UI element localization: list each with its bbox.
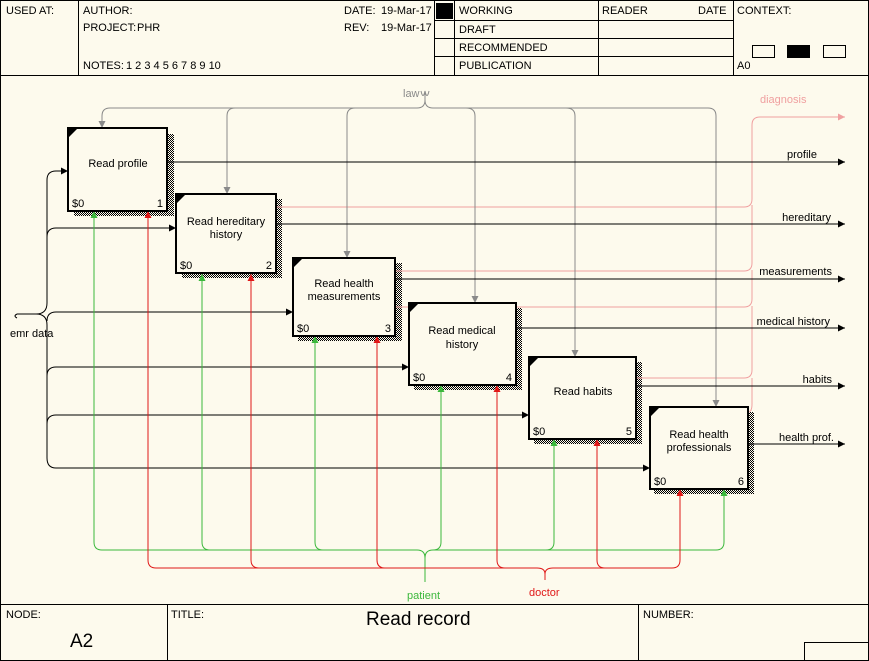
status-recommended: RECOMMENDED (459, 42, 548, 54)
box-6-title-line2: professionals (667, 442, 732, 454)
box-4-cost: $0 (413, 372, 425, 384)
status-publication: PUBLICATION (459, 60, 532, 72)
header-row-line (434, 38, 733, 39)
patient-arrows (90, 211, 728, 582)
header-divider (0, 75, 868, 76)
box-4-title-line1: Read medical (428, 325, 495, 337)
box-6-cost: $0 (654, 476, 666, 488)
number-label: NUMBER: (643, 609, 694, 621)
used-at-label: USED AT: (6, 5, 55, 17)
header-row-line (434, 20, 733, 21)
box-2-cost: $0 (180, 260, 192, 272)
rev-label: REV: (344, 22, 370, 34)
box-read-medical-history: Read medical history $0 4 (408, 302, 517, 386)
title-label: TITLE: (171, 609, 205, 621)
status-working: WORKING (459, 5, 513, 17)
box-1-cost: $0 (72, 198, 84, 210)
box-1-number: 1 (157, 198, 163, 210)
box-5-title: Read habits (554, 386, 613, 398)
law-arrows (98, 91, 720, 407)
project-label: PROJECT: (83, 22, 137, 34)
box-3-cost: $0 (297, 323, 309, 335)
law-label: law (403, 88, 420, 100)
box-4-title-line2: history (446, 339, 479, 351)
output-label-medical-history: medical history (757, 316, 831, 328)
input-label: emr data (10, 328, 54, 340)
diagram-title: Read record (366, 609, 471, 630)
box-2-title-line1: Read hereditary (187, 216, 266, 228)
input-arrows (17, 167, 650, 472)
date-value: 19-Mar-17 (381, 5, 432, 17)
box-read-habits: Read habits $0 5 (528, 356, 637, 440)
box-5-number: 5 (626, 426, 632, 438)
author-label: AUTHOR: (83, 5, 133, 17)
output-arrows (167, 158, 845, 448)
output-label-health-prof: health prof. (779, 432, 834, 444)
box-5-cost: $0 (533, 426, 545, 438)
box-2-number: 2 (266, 260, 272, 272)
header-col-line (733, 0, 734, 75)
reader-label: READER (602, 5, 648, 17)
context-box-current (787, 45, 810, 58)
box-3-title-line2: measurements (308, 291, 381, 303)
output-label-habits: habits (803, 374, 833, 386)
rev-value: 19-Mar-17 (381, 22, 432, 34)
project-value: PHR (137, 22, 161, 34)
box-read-health-professionals: Read health professionals $0 6 (649, 406, 749, 490)
box-1-title: Read profile (88, 158, 147, 170)
footer-col-line (638, 604, 639, 660)
node-label: NODE: (6, 609, 41, 621)
box-6-number: 6 (738, 476, 744, 488)
header-col-line (78, 0, 79, 75)
date-label: DATE: (344, 5, 376, 17)
context-value: A0 (737, 60, 751, 72)
context-box-left (752, 45, 775, 58)
arrow-squiggles (14, 90, 430, 319)
node-value: A2 (70, 631, 94, 652)
patient-label: patient (407, 590, 440, 602)
footer-corner-box (804, 642, 868, 660)
box-6-title-line1: Read health (669, 429, 728, 441)
diagnosis-branch-3 (395, 205, 753, 272)
footer-col-line (167, 604, 168, 660)
output-label-profile: profile (787, 149, 817, 161)
output-label-hereditary: hereditary (782, 212, 831, 224)
box-2-title-line2: history (210, 229, 243, 241)
context-label: CONTEXT: (737, 5, 792, 17)
context-box-right (823, 45, 846, 58)
box-read-hereditary-history: Read hereditary history $0 2 (175, 193, 277, 274)
header-col-line (598, 0, 599, 75)
diagnosis-branch-5 (636, 306, 753, 379)
footer-divider (0, 604, 868, 605)
header-col-line (454, 0, 455, 75)
box-read-health-measurements: Read health measurements $0 3 (292, 257, 396, 337)
arrow-labels: emr data law diagnosis profile hereditar… (10, 88, 834, 602)
doctor-label: doctor (529, 587, 560, 599)
working-status-marker (436, 3, 453, 19)
notes-label: NOTES: (83, 60, 124, 72)
header-row-line (434, 56, 733, 57)
reader-date-label: DATE (698, 5, 727, 17)
status-draft: DRAFT (459, 24, 496, 36)
box-3-title-line1: Read health (314, 278, 373, 290)
box-4-number: 4 (506, 372, 512, 384)
header-col-line (434, 0, 435, 75)
diagnosis-label: diagnosis (760, 94, 807, 106)
output-label-measurements: measurements (759, 266, 832, 278)
box-3-number: 3 (385, 323, 391, 335)
diagnosis-branch-3b (395, 270, 753, 308)
notes-value: 1 2 3 4 5 6 7 8 9 10 (126, 60, 221, 72)
function-boxes: Read profile $0 1 Read hereditary histor… (67, 127, 749, 490)
doctor-arrows (144, 211, 684, 580)
box-read-profile: Read profile $0 1 (67, 127, 168, 212)
